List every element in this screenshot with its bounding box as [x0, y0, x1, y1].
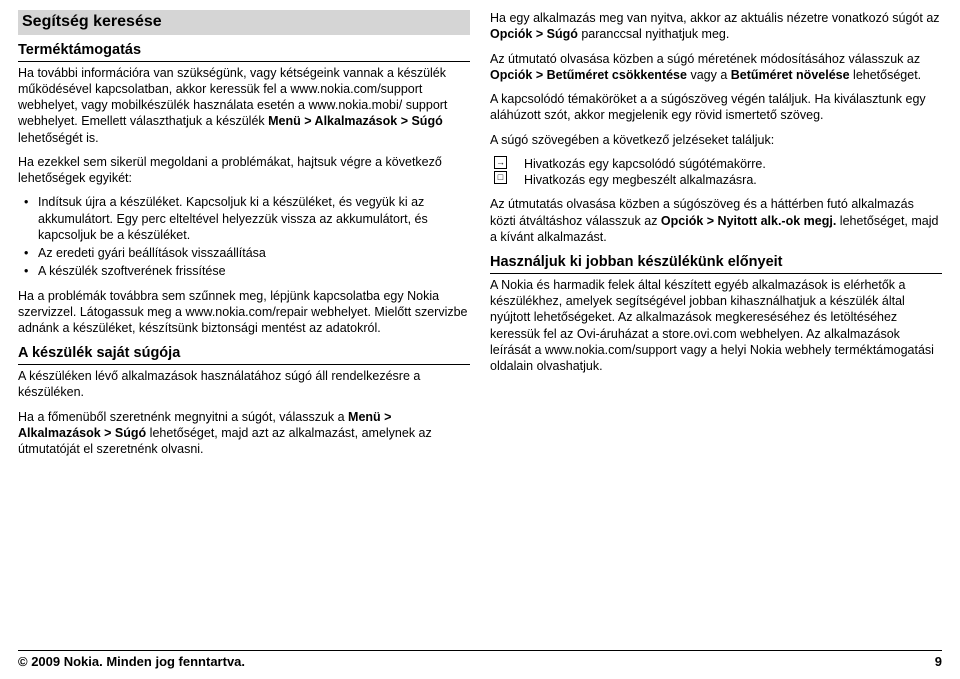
text: lehetőséget. [850, 68, 922, 82]
left-column: Segítség keresése Terméktámogatás Ha tov… [18, 10, 470, 465]
bullet-list: Indítsuk újra a készüléket. Kapcsoljuk k… [18, 194, 470, 279]
paragraph: Ha egy alkalmazás meg van nyitva, akkor … [490, 10, 942, 43]
list-item: Indítsuk újra a készüléket. Kapcsoljuk k… [18, 194, 470, 243]
paragraph: A súgó szövegében a következő jelzéseket… [490, 132, 942, 148]
text: Ha a főmenüből szeretnénk megnyitni a sú… [18, 410, 348, 424]
main-heading: Segítség keresése [18, 10, 470, 35]
link-topic-icon: → [494, 156, 507, 169]
text: lehetőségét is. [18, 131, 99, 145]
paragraph: Ha ezekkel sem sikerül megoldani a probl… [18, 154, 470, 187]
paragraph: Ha a problémák továbbra sem szűnnek meg,… [18, 288, 470, 337]
icon-description: Hivatkozás egy kapcsolódó súgótémakörre. [524, 156, 942, 172]
page-body: Segítség keresése Terméktámogatás Ha tov… [0, 0, 960, 465]
subheading-device-help: A készülék saját súgója [18, 344, 470, 365]
icon-legend: → □ Hivatkozás egy kapcsolódó súgótémakö… [490, 156, 942, 189]
text: Ha egy alkalmazás meg van nyitva, akkor … [490, 11, 940, 25]
menu-path: Opciók > Súgó [490, 27, 578, 41]
paragraph: A kapcsolódó témaköröket a a súgószöveg … [490, 91, 942, 124]
list-item: A készülék szoftverének frissítése [18, 263, 470, 279]
subheading-product-support: Terméktámogatás [18, 41, 470, 62]
list-item: Az eredeti gyári beállítások visszaállít… [18, 245, 470, 261]
page-number: 9 [935, 654, 942, 671]
menu-path: Menü > Alkalmazások > Súgó [268, 114, 443, 128]
paragraph: A Nokia és harmadik felek által készítet… [490, 277, 942, 375]
paragraph: Az útmutató olvasása közben a súgó méret… [490, 51, 942, 84]
link-app-icon: □ [494, 171, 507, 184]
paragraph: Ha további információra van szükségünk, … [18, 65, 470, 146]
paragraph: A készüléken lévő alkalmazások használat… [18, 368, 470, 401]
page-footer: © 2009 Nokia. Minden jog fenntartva. 9 [18, 650, 942, 671]
icon-descriptions: Hivatkozás egy kapcsolódó súgótémakörre.… [524, 156, 942, 189]
text: paranccsal nyithatjuk meg. [578, 27, 729, 41]
menu-path: Opciók > Betűméret csökkentése [490, 68, 687, 82]
right-column: Ha egy alkalmazás meg van nyitva, akkor … [490, 10, 942, 465]
text: Az útmutató olvasása közben a súgó méret… [490, 52, 920, 66]
icon-description: Hivatkozás egy megbeszélt alkalmazásra. [524, 172, 942, 188]
paragraph: Ha a főmenüből szeretnénk megnyitni a sú… [18, 409, 470, 458]
paragraph: Az útmutatás olvasása közben a súgószöve… [490, 196, 942, 245]
subheading-advantages: Használjuk ki jobban készülékünk előnyei… [490, 253, 942, 274]
icon-column: → □ [490, 156, 524, 189]
menu-path: Betűméret növelése [731, 68, 850, 82]
menu-path: Opciók > Nyitott alk.-ok megj. [661, 214, 836, 228]
text: vagy a [687, 68, 731, 82]
copyright-text: © 2009 Nokia. Minden jog fenntartva. [18, 654, 245, 671]
